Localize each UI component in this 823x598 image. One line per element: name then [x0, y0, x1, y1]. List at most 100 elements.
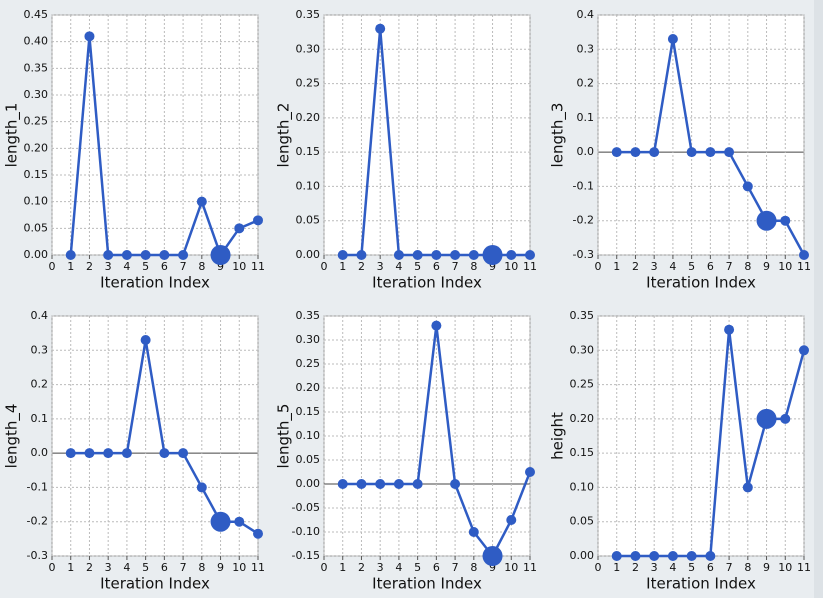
- y-tick-label: 0.3: [31, 343, 49, 356]
- y-tick-label: 0.00: [296, 248, 321, 261]
- data-point: [506, 515, 517, 525]
- y-tick-label: 0.00: [24, 248, 49, 261]
- chart-panel: -0.3 -0.2 -0.1 0.0 0.1 0.2 0.3 0.4 0 1 2 3 4 5 6 7 8 9 10 1…: [549, 8, 812, 292]
- y-tick-label: 0.05: [296, 214, 321, 227]
- y-tick-label: 0.15: [296, 405, 321, 418]
- y-tick-label: 0.20: [24, 141, 49, 154]
- data-point: [630, 147, 641, 158]
- x-tick-label: 3: [105, 260, 112, 273]
- y-tick-label: 0.20: [296, 111, 321, 124]
- y-tick-label: 0.0: [577, 145, 595, 158]
- data-point: [468, 527, 479, 537]
- data-point: [686, 147, 697, 158]
- data-point: [210, 511, 231, 532]
- y-tick-label: 0.30: [570, 343, 595, 356]
- x-tick-label: 0: [49, 260, 56, 273]
- y-tick-label: 0.15: [296, 145, 321, 158]
- x-tick-label: 4: [123, 260, 130, 273]
- x-axis-label: Iteration Index: [646, 575, 756, 593]
- x-tick-label: 4: [395, 561, 402, 574]
- data-point: [799, 345, 809, 356]
- x-tick-label: 2: [358, 260, 365, 273]
- x-axis-label: Iteration Index: [372, 575, 482, 593]
- x-tick-label: 0: [595, 260, 602, 273]
- x-tick-label: 1: [339, 260, 346, 273]
- chart-panel: -0.3 -0.2 -0.1 0.0 0.1 0.2 0.3 0.4 0 1 2 3 4 5 6 7 8 9 10 1…: [3, 309, 266, 593]
- data-point: [705, 147, 716, 158]
- y-tick-label: 0.35: [296, 309, 321, 322]
- y-tick-label: 0.1: [31, 412, 49, 425]
- data-point: [611, 551, 622, 561]
- y-tick-label: 0.10: [24, 195, 49, 208]
- y-tick-label: 0.25: [296, 77, 321, 90]
- x-tick-label: 3: [105, 561, 112, 574]
- scrollbar[interactable]: [814, 0, 823, 598]
- data-point: [450, 479, 461, 489]
- y-tick-label: 0.15: [24, 168, 49, 181]
- x-tick-label: 11: [797, 561, 811, 574]
- data-point: [393, 479, 404, 489]
- plot-area: [323, 14, 531, 256]
- data-point: [525, 250, 535, 260]
- data-point: [649, 551, 660, 561]
- y-tick-label: 0.1: [577, 111, 595, 124]
- x-tick-label: 2: [86, 260, 93, 273]
- chart-panel: 0.00 0.05 0.10 0.15 0.20 0.25 0.30 0.35 0 1 2 3 4 5 6 7…: [549, 309, 812, 593]
- y-tick-label: -0.1: [573, 179, 594, 192]
- data-point: [611, 147, 622, 158]
- y-axis-label: length_5: [275, 404, 294, 469]
- x-tick-label: 7: [726, 260, 733, 273]
- y-tick-label: 0.40: [24, 35, 49, 48]
- x-tick-label: 6: [161, 260, 168, 273]
- y-tick-label: 0.20: [296, 381, 321, 394]
- x-tick-label: 11: [251, 561, 265, 574]
- data-point: [756, 408, 777, 429]
- data-point: [210, 245, 231, 265]
- x-tick-label: 7: [726, 561, 733, 574]
- x-tick-label: 9: [489, 561, 496, 574]
- y-tick-label: 0.30: [24, 88, 49, 101]
- data-point: [393, 250, 404, 260]
- x-tick-label: 5: [688, 260, 695, 273]
- data-point: [506, 250, 517, 260]
- chart-panel: 0.00 0.05 0.10 0.15 0.20 0.25 0.30 0.35 0.40 0.45…: [3, 8, 266, 292]
- y-tick-label: 0.35: [570, 309, 595, 322]
- data-point: [468, 250, 479, 260]
- x-axis-label: Iteration Index: [646, 274, 756, 292]
- x-tick-label: 9: [763, 260, 770, 273]
- y-tick-label: 0.10: [570, 480, 595, 493]
- y-tick-label: 0.15: [570, 446, 595, 459]
- data-point: [667, 551, 678, 561]
- x-tick-label: 7: [452, 561, 459, 574]
- x-tick-label: 6: [161, 561, 168, 574]
- x-tick-label: 11: [251, 260, 265, 273]
- x-tick-label: 9: [217, 260, 224, 273]
- y-tick-label: -0.2: [573, 214, 594, 227]
- x-tick-label: 1: [67, 260, 74, 273]
- x-tick-label: 1: [67, 561, 74, 574]
- x-tick-label: 10: [232, 561, 246, 574]
- chart-panel: -0.15 -0.10 -0.05 0.00 0.05 0.10 0.15 0.20 0.25 0…: [275, 309, 538, 593]
- x-tick-label: 7: [452, 260, 459, 273]
- y-axis-label: length_3: [549, 103, 568, 168]
- x-tick-label: 8: [198, 260, 205, 273]
- data-point: [356, 250, 367, 260]
- x-tick-label: 5: [688, 561, 695, 574]
- data-point: [103, 448, 114, 459]
- y-tick-label: 0.25: [24, 115, 49, 128]
- x-tick-label: 6: [433, 260, 440, 273]
- data-point: [431, 320, 442, 331]
- y-tick-label: 0.10: [296, 179, 321, 192]
- y-axis-label: length_1: [3, 103, 22, 168]
- data-point: [525, 467, 535, 477]
- data-point: [140, 335, 151, 345]
- data-point: [742, 181, 753, 192]
- data-point: [482, 546, 503, 566]
- data-point: [482, 245, 503, 265]
- data-point: [234, 516, 245, 527]
- data-point: [724, 147, 735, 158]
- data-point: [65, 448, 76, 459]
- y-tick-label: 0.05: [24, 221, 49, 234]
- x-tick-label: 8: [744, 260, 751, 273]
